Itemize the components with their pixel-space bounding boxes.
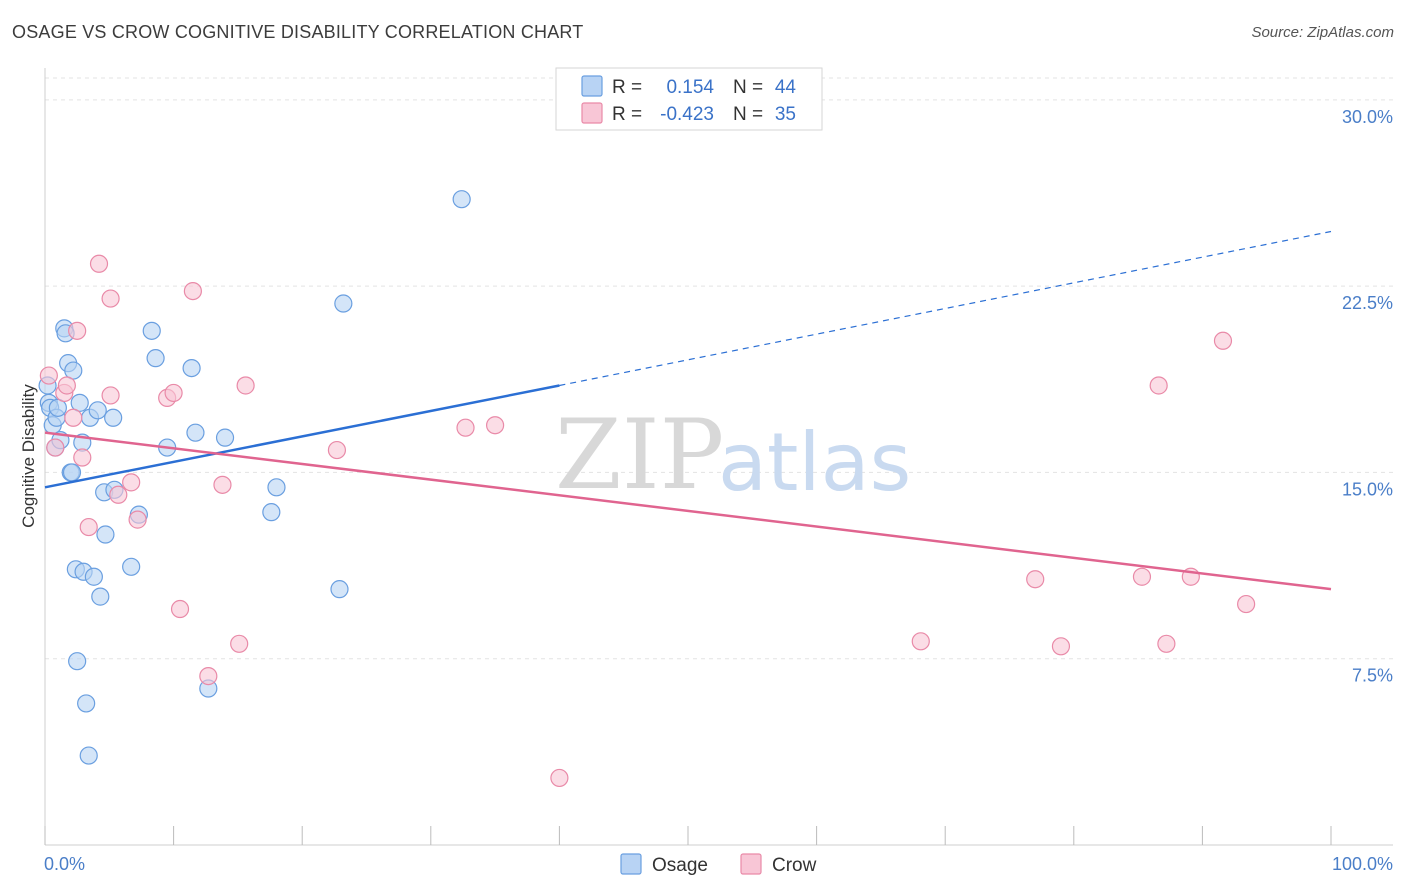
trendline-crow: [44, 431, 1332, 591]
stats-legend: R = 0.154 N = 44 R = -0.423 N = 35: [555, 67, 823, 131]
trendline-osage-extension: [559, 230, 1332, 387]
series-legend-osage-swatch: [620, 853, 642, 875]
chart-title: OSAGE VS CROW COGNITIVE DISABILITY CORRE…: [12, 22, 584, 42]
point-crow: [79, 517, 98, 537]
point-crow: [122, 473, 141, 492]
y-tick-label: 30.0%: [1342, 107, 1393, 127]
point-crow: [1213, 331, 1233, 350]
point-osage: [146, 349, 165, 368]
point-osage: [79, 746, 98, 765]
points-layer: [38, 190, 1256, 788]
point-crow: [327, 440, 347, 460]
legend-crow-r-label: R =: [612, 104, 642, 125]
point-osage: [104, 408, 123, 427]
y-tick-label: 15.0%: [1342, 479, 1393, 499]
point-osage: [267, 478, 286, 497]
point-osage: [77, 694, 96, 713]
legend-osage-n-value: 44: [775, 77, 797, 98]
point-osage: [68, 652, 87, 671]
watermark-zip: ZIP: [555, 399, 724, 511]
point-osage: [88, 401, 107, 420]
point-crow: [164, 383, 183, 403]
y-tick-label: 22.5%: [1342, 293, 1393, 313]
trendline-osage: [44, 384, 560, 489]
point-osage: [186, 423, 205, 442]
watermark: ZIP atlas: [555, 399, 911, 511]
point-crow: [236, 376, 255, 395]
point-crow: [1132, 567, 1152, 586]
series-legend: Osage Crow: [620, 853, 817, 876]
point-crow: [550, 768, 569, 788]
point-crow: [1026, 570, 1045, 589]
watermark-atlas: atlas: [718, 416, 911, 509]
point-osage: [330, 580, 349, 599]
point-osage: [452, 190, 471, 209]
point-osage: [215, 428, 235, 447]
point-osage: [262, 503, 281, 522]
point-crow: [1051, 637, 1071, 656]
point-crow: [57, 376, 76, 395]
legend-osage-r-label: R =: [612, 77, 642, 98]
y-axis-label: Cognitive Disability: [19, 384, 38, 528]
point-crow: [101, 386, 120, 405]
point-osage: [62, 463, 82, 482]
point-osage: [84, 567, 103, 586]
point-crow: [68, 321, 87, 340]
point-crow: [46, 438, 65, 457]
point-crow: [213, 475, 232, 494]
point-crow: [170, 599, 190, 619]
point-crow: [456, 418, 475, 437]
point-crow: [230, 634, 249, 653]
x-tick-label-min: 0.0%: [44, 854, 85, 874]
series-legend-osage-label: Osage: [652, 855, 708, 876]
legend-crow-n-label: N =: [733, 104, 763, 125]
legend-crow-n-value: 35: [775, 104, 796, 125]
legend-crow-swatch: [581, 102, 603, 124]
legend-osage-n-label: N =: [733, 77, 763, 98]
point-crow: [183, 281, 202, 301]
trend-layer: [44, 230, 1332, 591]
point-osage: [142, 321, 161, 340]
series-legend-crow-label: Crow: [772, 855, 817, 876]
point-crow: [64, 408, 83, 427]
legend-crow-r-value: -0.423: [660, 104, 714, 125]
axes-layer: 7.5% 15.0% 22.5% 30.0% 0.0% 100.0%: [44, 68, 1393, 874]
point-crow: [101, 289, 120, 308]
chart-source: Source: ZipAtlas.com: [1251, 24, 1394, 41]
point-crow: [89, 254, 109, 273]
legend-osage-swatch: [581, 75, 603, 97]
point-crow: [73, 448, 92, 467]
y-tick-label: 7.5%: [1352, 666, 1393, 686]
point-crow: [1237, 594, 1256, 614]
point-crow: [109, 485, 128, 504]
x-tick-label-max: 100.0%: [1332, 854, 1393, 874]
point-osage: [182, 358, 201, 378]
legend-osage-r-value: 0.154: [666, 77, 714, 98]
point-crow: [486, 416, 505, 435]
point-crow: [39, 366, 58, 385]
point-osage: [334, 294, 353, 313]
point-osage: [96, 525, 115, 544]
point-crow: [1157, 634, 1176, 653]
point-osage: [122, 557, 141, 576]
point-crow: [199, 666, 218, 686]
series-legend-crow-swatch: [740, 853, 762, 875]
point-crow: [911, 632, 930, 651]
point-crow: [1149, 376, 1168, 395]
point-osage: [91, 587, 110, 606]
point-crow: [128, 510, 147, 529]
